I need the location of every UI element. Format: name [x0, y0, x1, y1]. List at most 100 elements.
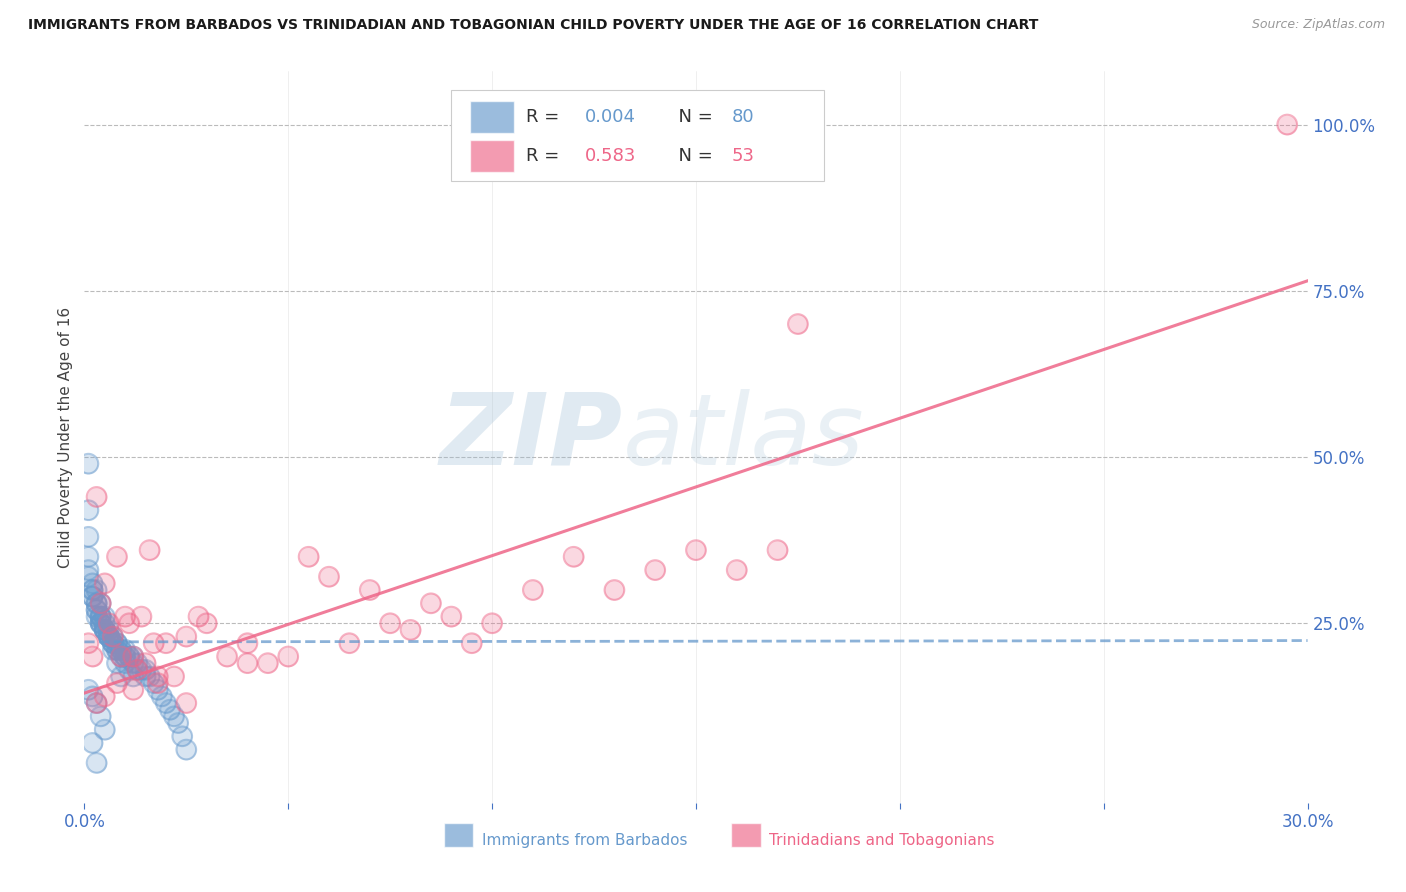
- Point: [114, 643, 136, 657]
- Point: [114, 609, 136, 624]
- Point: [110, 643, 132, 657]
- Text: N =: N =: [666, 108, 718, 126]
- Text: Immigrants from Barbados: Immigrants from Barbados: [482, 833, 688, 848]
- Point: [77, 636, 100, 650]
- Point: [105, 676, 128, 690]
- Point: [86, 596, 108, 610]
- Point: [127, 656, 149, 670]
- Point: [217, 649, 239, 664]
- Point: [97, 630, 120, 644]
- Point: [90, 616, 112, 631]
- Point: [163, 669, 186, 683]
- Point: [174, 630, 197, 644]
- Text: 0.583: 0.583: [585, 147, 636, 165]
- Point: [150, 690, 173, 704]
- Point: [787, 317, 810, 331]
- Point: [110, 643, 132, 657]
- Point: [420, 596, 443, 610]
- FancyBboxPatch shape: [470, 101, 513, 133]
- Point: [150, 690, 173, 704]
- Point: [105, 643, 128, 657]
- Point: [122, 656, 145, 670]
- Point: [93, 623, 115, 637]
- Point: [257, 656, 280, 670]
- Point: [118, 663, 141, 677]
- Text: N =: N =: [666, 147, 718, 165]
- Point: [135, 656, 157, 670]
- Point: [603, 582, 626, 597]
- FancyBboxPatch shape: [451, 90, 824, 181]
- Point: [105, 636, 128, 650]
- Point: [174, 742, 197, 756]
- Point: [93, 690, 115, 704]
- Point: [86, 603, 108, 617]
- Point: [101, 630, 124, 644]
- Point: [105, 656, 128, 670]
- Point: [82, 690, 104, 704]
- Point: [90, 596, 112, 610]
- Point: [114, 649, 136, 664]
- FancyBboxPatch shape: [444, 823, 474, 847]
- Point: [163, 669, 186, 683]
- Point: [97, 630, 120, 644]
- Point: [114, 649, 136, 664]
- Point: [90, 609, 112, 624]
- Point: [481, 616, 503, 631]
- Point: [118, 616, 141, 631]
- Point: [90, 609, 112, 624]
- Point: [93, 616, 115, 631]
- Point: [146, 669, 169, 683]
- Point: [146, 676, 169, 690]
- Text: Source: ZipAtlas.com: Source: ZipAtlas.com: [1251, 18, 1385, 31]
- Point: [146, 676, 169, 690]
- Point: [97, 630, 120, 644]
- Point: [90, 616, 112, 631]
- Point: [122, 669, 145, 683]
- Point: [93, 723, 115, 737]
- Point: [110, 649, 132, 664]
- Point: [461, 636, 484, 650]
- Point: [142, 636, 165, 650]
- Point: [93, 623, 115, 637]
- Point: [277, 649, 299, 664]
- Point: [155, 696, 177, 710]
- Point: [155, 636, 177, 650]
- Point: [101, 630, 124, 644]
- Point: [86, 596, 108, 610]
- Point: [101, 643, 124, 657]
- Point: [114, 643, 136, 657]
- Point: [97, 630, 120, 644]
- Point: [82, 590, 104, 604]
- Text: R =: R =: [526, 147, 565, 165]
- Point: [86, 582, 108, 597]
- Point: [440, 609, 463, 624]
- Point: [82, 649, 104, 664]
- Point: [380, 616, 402, 631]
- Point: [122, 682, 145, 697]
- Point: [174, 696, 197, 710]
- Point: [86, 609, 108, 624]
- Point: [77, 503, 100, 517]
- Point: [97, 630, 120, 644]
- Point: [101, 636, 124, 650]
- Point: [766, 543, 789, 558]
- Point: [93, 723, 115, 737]
- Point: [86, 596, 108, 610]
- Point: [122, 649, 145, 664]
- Point: [86, 603, 108, 617]
- Point: [138, 669, 160, 683]
- Point: [110, 643, 132, 657]
- Point: [86, 609, 108, 624]
- Point: [105, 643, 128, 657]
- Point: [114, 656, 136, 670]
- Point: [522, 582, 544, 597]
- Point: [101, 630, 124, 644]
- Point: [359, 582, 381, 597]
- Point: [118, 649, 141, 664]
- Point: [146, 682, 169, 697]
- Point: [90, 616, 112, 631]
- Point: [174, 742, 197, 756]
- Point: [93, 623, 115, 637]
- Point: [86, 696, 108, 710]
- Point: [77, 549, 100, 564]
